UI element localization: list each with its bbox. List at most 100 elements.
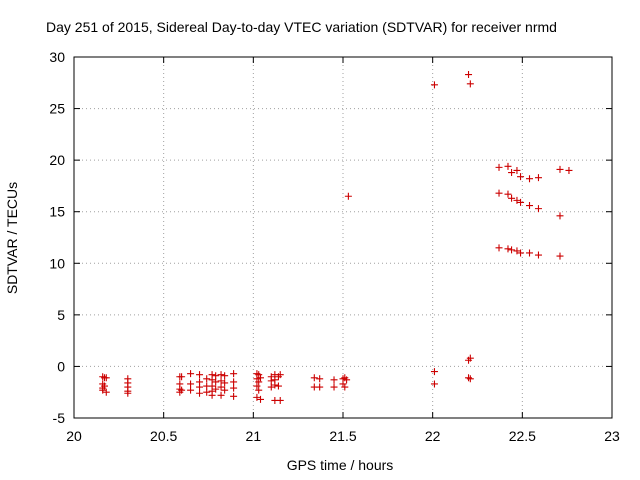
x-tick-label: 22 <box>425 428 441 444</box>
data-point <box>221 386 229 394</box>
data-point <box>208 391 216 399</box>
data-point <box>330 383 338 391</box>
data-point <box>257 395 265 403</box>
data-point <box>255 371 263 379</box>
y-tick-label: 0 <box>57 358 65 374</box>
data-point <box>508 246 516 254</box>
data-point <box>274 382 282 390</box>
data-point <box>196 389 204 397</box>
y-tick-label: 20 <box>49 152 65 168</box>
data-point <box>430 368 438 376</box>
data-point <box>203 388 211 396</box>
data-point <box>178 373 186 381</box>
data-point <box>508 194 516 202</box>
data-point <box>466 354 474 362</box>
y-axis: -5 0 5 10 15 20 25 30 <box>49 49 612 426</box>
y-tick-label: 10 <box>49 255 65 271</box>
x-tick-label: 21 <box>246 428 262 444</box>
data-point <box>253 375 261 383</box>
y-tick-label: 25 <box>49 101 65 117</box>
chart-title: Day 251 of 2015, Sidereal Day-to-day VTE… <box>46 19 557 35</box>
data-point <box>316 383 324 391</box>
data-point <box>526 202 534 210</box>
data-point <box>187 370 195 378</box>
data-point <box>556 212 564 220</box>
data-point <box>517 198 525 206</box>
data-point <box>212 378 220 386</box>
y-tick-label: 5 <box>57 307 65 323</box>
data-point <box>178 386 186 394</box>
y-axis-label: SDTVAR / TECUs <box>4 182 20 294</box>
grid <box>74 57 612 418</box>
x-tick-label: 20 <box>66 428 82 444</box>
data-point <box>212 385 220 393</box>
data-point <box>430 81 438 89</box>
data-point <box>124 389 132 397</box>
data-point <box>230 378 238 386</box>
data-point <box>102 374 110 382</box>
data-point <box>253 382 261 390</box>
data-point <box>255 386 263 394</box>
data-point <box>217 371 225 379</box>
data-point <box>217 377 225 385</box>
data-point <box>465 71 473 79</box>
data-point <box>465 374 473 382</box>
y-tick-label: 30 <box>49 49 65 65</box>
data-point <box>466 375 474 383</box>
data-point <box>276 396 284 404</box>
data-point <box>100 382 108 390</box>
x-tick-label: 22.5 <box>509 428 536 444</box>
data-point <box>230 384 238 392</box>
data-point <box>221 372 229 380</box>
data-point <box>208 376 216 384</box>
data-point <box>230 392 238 400</box>
data-point <box>253 393 261 401</box>
data-point <box>504 190 512 198</box>
data-point <box>513 166 521 174</box>
data-point <box>217 391 225 399</box>
data-point <box>508 169 516 177</box>
data-point <box>495 163 503 171</box>
data-point <box>187 380 195 388</box>
y-tick-label: 15 <box>49 204 65 220</box>
x-axis: 20 20.5 21 21.5 22 22.5 23 <box>66 57 620 444</box>
data-point <box>513 196 521 204</box>
data-point <box>526 249 534 257</box>
data-point <box>310 374 318 382</box>
data-point <box>495 189 503 197</box>
data-point <box>316 375 324 383</box>
data-point <box>526 175 534 183</box>
data-point <box>99 373 107 381</box>
data-point <box>276 371 284 379</box>
data-point <box>517 173 525 181</box>
data-point <box>565 166 573 174</box>
data-point <box>339 380 347 388</box>
data-points <box>99 71 573 404</box>
data-point <box>534 205 542 213</box>
data-point <box>102 388 110 396</box>
data-point <box>534 251 542 259</box>
data-point <box>430 380 438 388</box>
y-tick-label: -5 <box>53 410 66 426</box>
x-axis-label: GPS time / hours <box>287 457 394 473</box>
data-point <box>257 374 265 382</box>
data-point <box>221 379 229 387</box>
data-point <box>203 375 211 383</box>
data-point <box>534 174 542 182</box>
data-point <box>217 383 225 391</box>
data-point <box>556 252 564 260</box>
data-point <box>187 386 195 394</box>
x-tick-label: 21.5 <box>329 428 356 444</box>
data-point <box>504 245 512 253</box>
data-point <box>466 80 474 88</box>
data-point <box>517 249 525 257</box>
data-point <box>504 162 512 170</box>
data-point <box>255 378 263 386</box>
data-point <box>330 376 338 384</box>
x-tick-label: 20.5 <box>150 428 177 444</box>
data-point <box>99 386 107 394</box>
data-point <box>513 247 521 255</box>
data-point <box>230 370 238 378</box>
data-point <box>495 244 503 252</box>
